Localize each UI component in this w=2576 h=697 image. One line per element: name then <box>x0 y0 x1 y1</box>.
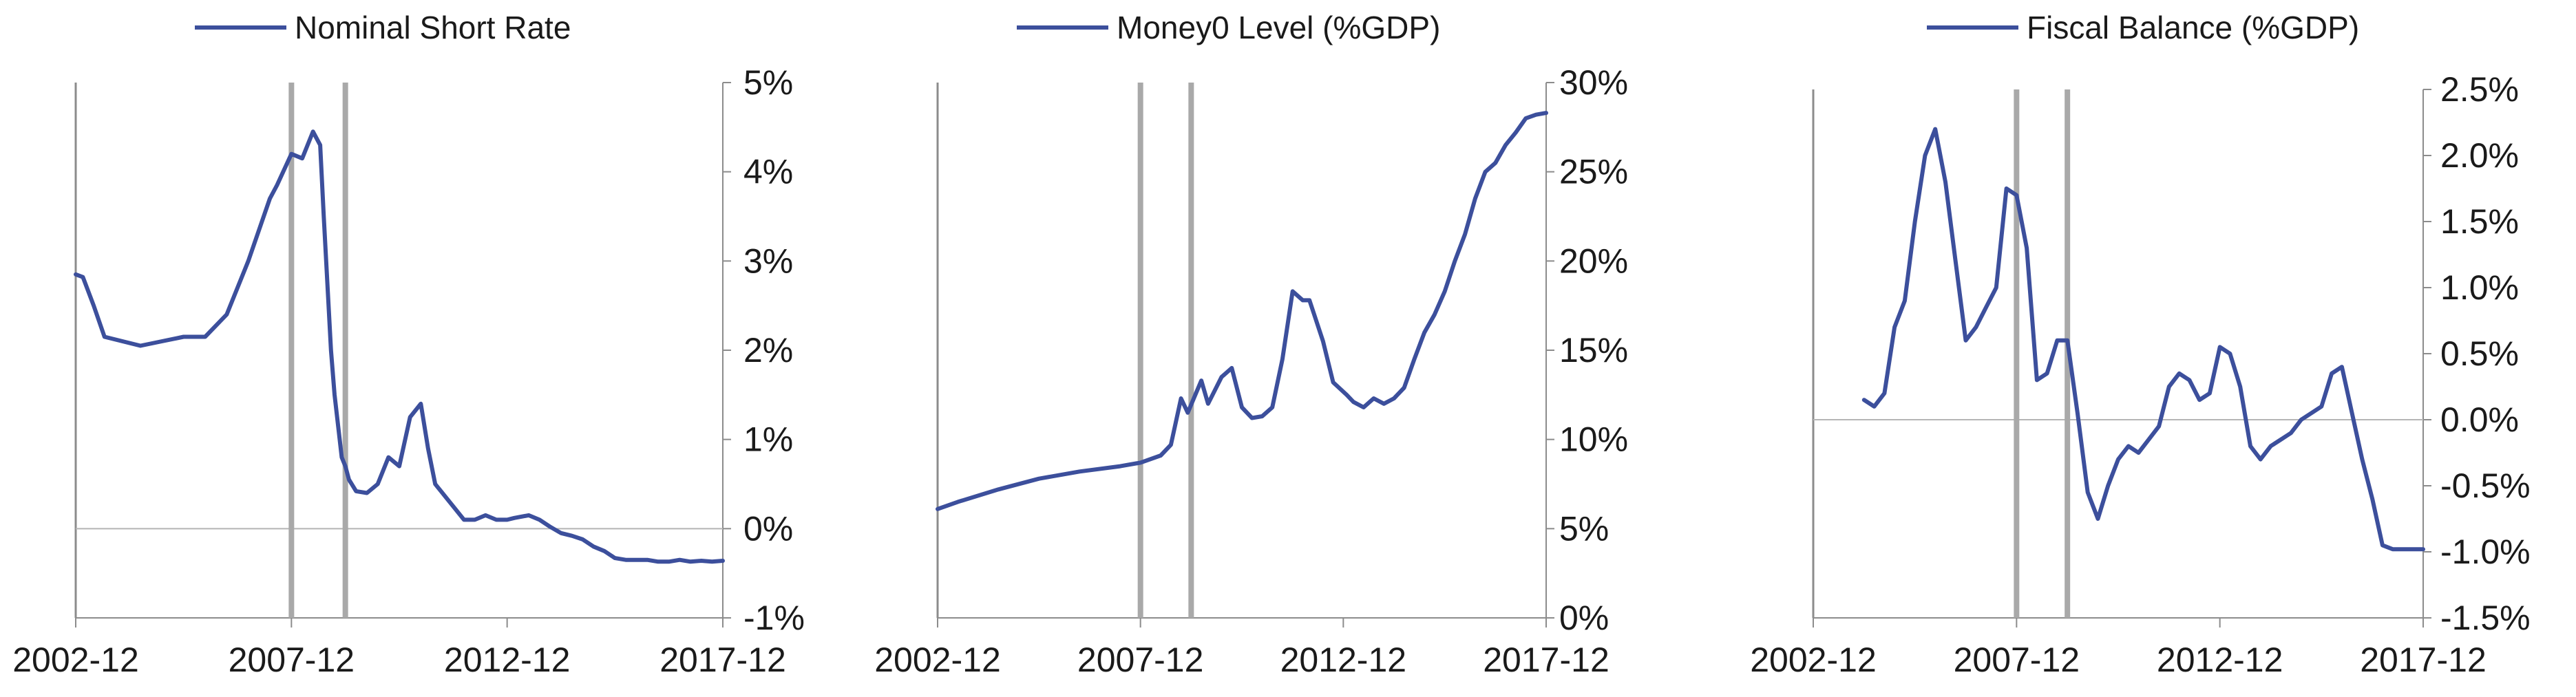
x-tick-label: 2002-12 <box>12 641 139 679</box>
chart-panel-3: Fiscal Balance (%GDP) 2.5% 2.0% 1.5% 1.0% 0.5… <box>1750 10 2530 679</box>
y-tick-label: -1.0% <box>2440 533 2531 571</box>
y-tick-label: 2% <box>743 331 793 369</box>
y-tick-label: -0.5% <box>2440 467 2531 505</box>
y-tick-label: 1.5% <box>2440 202 2519 241</box>
y-tick-label: 0.0% <box>2440 400 2519 439</box>
x-tick-label: 2012-12 <box>1280 641 1407 679</box>
y-tick-label: 15% <box>1559 331 1628 369</box>
y-tick-label: 5% <box>743 63 793 102</box>
x-tick-label: 2002-12 <box>874 641 1001 679</box>
legend-label: Nominal Short Rate <box>295 10 571 45</box>
y-tick-label: 10% <box>1559 420 1628 459</box>
legend-label: Fiscal Balance (%GDP) <box>2027 10 2359 45</box>
x-tick-label: 2012-12 <box>2157 641 2283 679</box>
legend: Fiscal Balance (%GDP) <box>1927 10 2359 45</box>
y-tick-label: 1% <box>743 420 793 459</box>
legend: Money0 Level (%GDP) <box>1017 10 1440 45</box>
x-tick-label: 2012-12 <box>444 641 571 679</box>
x-tick-label: 2017-12 <box>2360 641 2487 679</box>
y-tick-label: 2.5% <box>2440 70 2519 109</box>
y-tick-label: -1.5% <box>2440 599 2531 637</box>
x-tick-label: 2017-12 <box>1483 641 1609 679</box>
series-line <box>936 111 1548 511</box>
x-tick-label: 2007-12 <box>229 641 355 679</box>
series-line <box>1861 127 2425 552</box>
y-tick-label: 1.0% <box>2440 268 2519 307</box>
y-tick-label: 4% <box>743 153 793 191</box>
chart-panel-1: Nominal Short Rate 5% 4% 3% 2% 1% 0% -1% 2002-12… <box>12 10 805 679</box>
x-tick-label: 2002-12 <box>1750 641 1877 679</box>
y-tick-label: 0% <box>743 509 793 548</box>
x-tick-label: 2007-12 <box>1954 641 2080 679</box>
y-tick-label: 30% <box>1559 63 1628 102</box>
y-tick-label: 20% <box>1559 242 1628 280</box>
y-tick-label: -1% <box>743 599 805 637</box>
series-line <box>74 129 725 564</box>
legend-label: Money0 Level (%GDP) <box>1117 10 1440 45</box>
y-tick-label: 25% <box>1559 153 1628 191</box>
legend: Nominal Short Rate <box>195 10 571 45</box>
y-tick-label: 5% <box>1559 509 1609 548</box>
y-tick-label: 0% <box>1559 599 1609 637</box>
x-tick-label: 2007-12 <box>1077 641 1204 679</box>
y-tick-label: 2.0% <box>2440 136 2519 175</box>
x-tick-label: 2017-12 <box>659 641 786 679</box>
y-tick-label: 3% <box>743 242 793 280</box>
y-tick-label: 0.5% <box>2440 334 2519 373</box>
chart-panel-2: Money0 Level (%GDP) 30% 25% 20% 15% 10% 5% 0% 20… <box>874 10 1628 679</box>
